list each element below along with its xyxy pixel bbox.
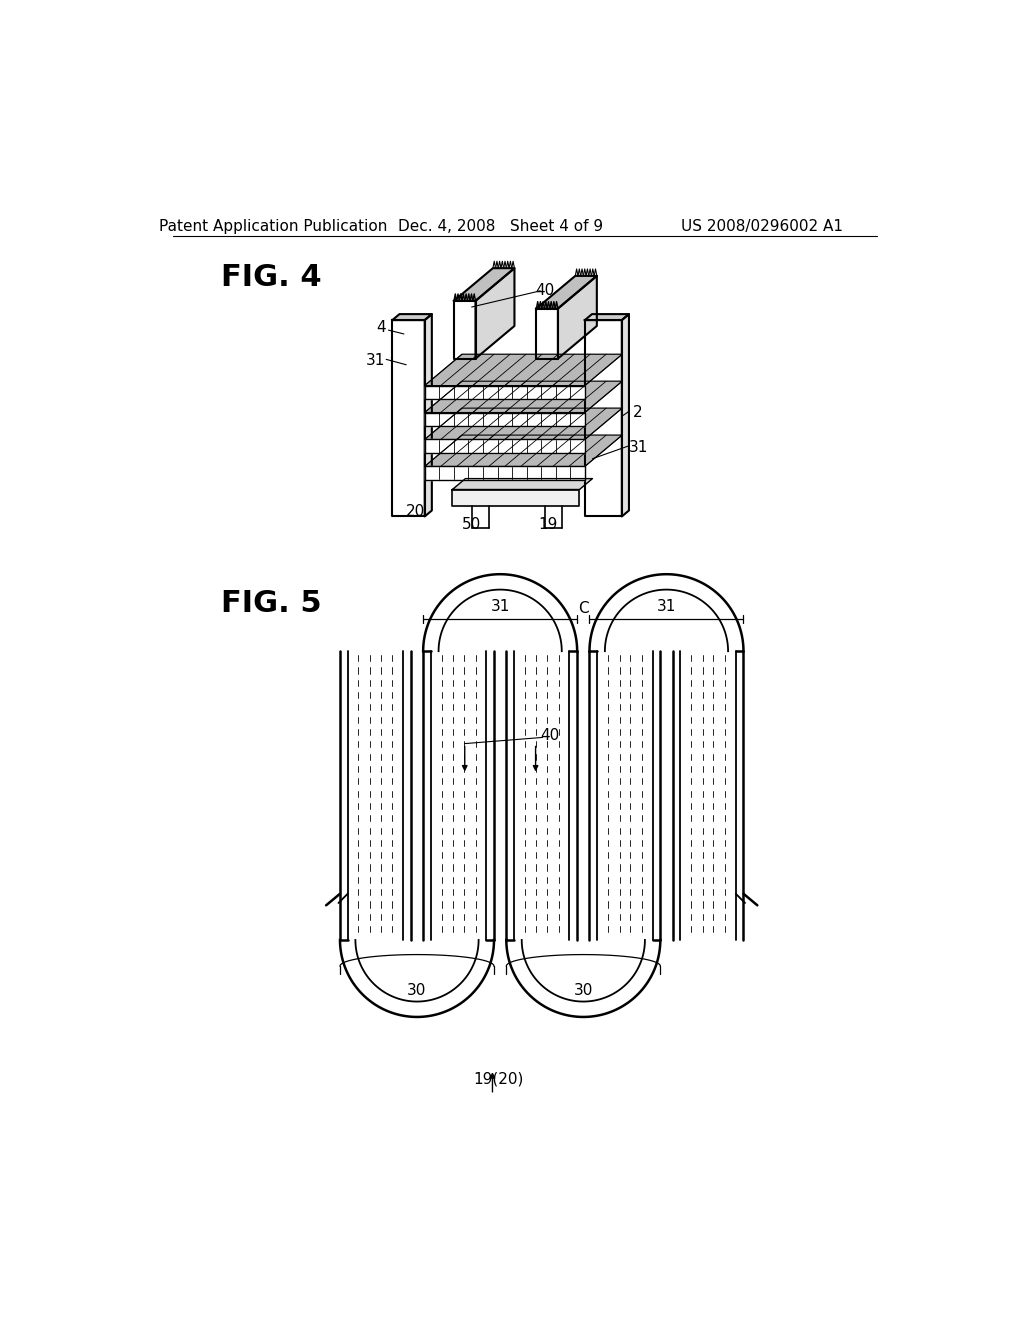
Polygon shape bbox=[392, 314, 432, 321]
Polygon shape bbox=[425, 412, 585, 426]
Polygon shape bbox=[425, 354, 623, 385]
Polygon shape bbox=[425, 436, 623, 466]
Polygon shape bbox=[454, 268, 514, 301]
Text: 19(20): 19(20) bbox=[473, 1072, 524, 1086]
Polygon shape bbox=[585, 314, 629, 321]
Text: 31: 31 bbox=[490, 599, 510, 614]
Polygon shape bbox=[475, 268, 514, 359]
Text: FIG. 5: FIG. 5 bbox=[221, 589, 322, 618]
Polygon shape bbox=[425, 466, 585, 480]
Text: Dec. 4, 2008   Sheet 4 of 9: Dec. 4, 2008 Sheet 4 of 9 bbox=[397, 219, 603, 234]
Text: 40: 40 bbox=[541, 729, 560, 743]
Polygon shape bbox=[425, 381, 623, 412]
Polygon shape bbox=[425, 408, 623, 440]
Text: 20: 20 bbox=[406, 503, 425, 519]
Polygon shape bbox=[454, 301, 475, 359]
Polygon shape bbox=[585, 321, 622, 516]
Text: 30: 30 bbox=[573, 983, 593, 998]
Text: US 2008/0296002 A1: US 2008/0296002 A1 bbox=[681, 219, 843, 234]
Text: 31: 31 bbox=[366, 354, 385, 368]
Polygon shape bbox=[453, 479, 593, 490]
Text: 2: 2 bbox=[633, 405, 642, 420]
Text: 50: 50 bbox=[462, 516, 481, 532]
Text: 19: 19 bbox=[539, 516, 558, 532]
Text: 31: 31 bbox=[656, 599, 676, 614]
Text: 40: 40 bbox=[536, 284, 554, 298]
Polygon shape bbox=[425, 385, 585, 400]
Polygon shape bbox=[537, 276, 597, 309]
Polygon shape bbox=[425, 314, 432, 516]
Polygon shape bbox=[537, 309, 558, 359]
Text: FIG. 4: FIG. 4 bbox=[221, 263, 322, 292]
Polygon shape bbox=[453, 490, 580, 507]
Polygon shape bbox=[392, 321, 425, 516]
Polygon shape bbox=[558, 276, 597, 359]
Text: 4: 4 bbox=[376, 321, 386, 335]
Polygon shape bbox=[425, 440, 585, 453]
Polygon shape bbox=[622, 314, 629, 516]
Text: C: C bbox=[578, 601, 589, 615]
Text: 31: 31 bbox=[629, 440, 648, 454]
Text: Patent Application Publication: Patent Application Publication bbox=[159, 219, 387, 234]
Text: 30: 30 bbox=[408, 983, 427, 998]
